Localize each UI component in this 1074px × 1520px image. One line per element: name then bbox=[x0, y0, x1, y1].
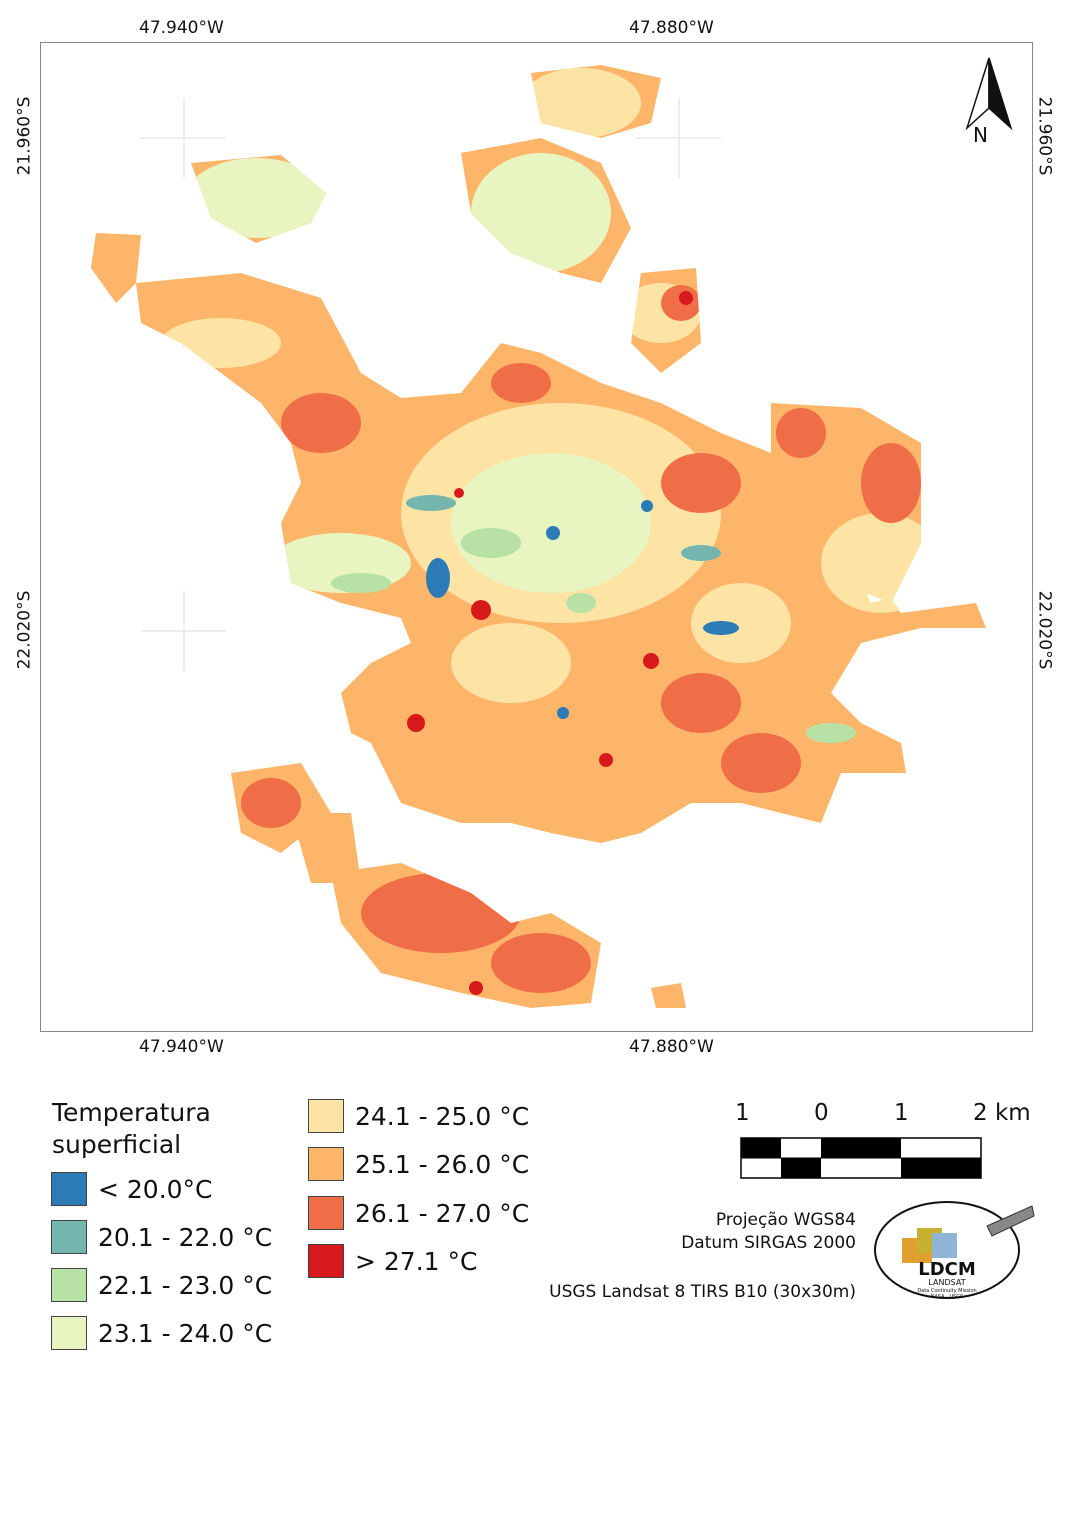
coord-top-right: 47.880°W bbox=[629, 18, 714, 38]
legend-label: > 27.1 °C bbox=[355, 1246, 478, 1276]
legend-item: 20.1 - 22.0 °C bbox=[51, 1218, 272, 1256]
legend-label: < 20.0°C bbox=[98, 1174, 213, 1204]
source-text: USGS Landsat 8 TIRS B10 (30x30m) bbox=[549, 1282, 856, 1302]
legend-swatch bbox=[308, 1196, 344, 1230]
ldcm-landsat-logo: LDCM LANDSAT Data Continuity Mission NAS… bbox=[874, 1201, 1035, 1300]
legend-swatch bbox=[51, 1172, 87, 1206]
legend-item: 22.1 - 23.0 °C bbox=[51, 1266, 272, 1304]
legend-title: Temperatura superficial bbox=[52, 1098, 211, 1159]
map-frame[interactable] bbox=[40, 42, 1033, 1032]
legend-swatch bbox=[308, 1244, 344, 1278]
scale-label-1: 1 bbox=[735, 1100, 750, 1126]
legend-label: 23.1 - 24.0 °C bbox=[98, 1318, 273, 1348]
north-arrow-icon bbox=[965, 57, 1013, 131]
logo-agencies-text: NASA · USGS bbox=[931, 1294, 964, 1300]
coord-left-bottom: 22.020°S bbox=[14, 590, 35, 670]
graticule bbox=[141, 98, 721, 671]
temperature-map[interactable] bbox=[41, 43, 1033, 1032]
legend-item: 26.1 - 27.0 °C bbox=[308, 1194, 529, 1232]
temperature-raster bbox=[91, 65, 986, 1008]
logo-ldcm-text: LDCM bbox=[918, 1259, 976, 1280]
legend-label: 25.1 - 26.0 °C bbox=[355, 1149, 530, 1179]
legend-swatch bbox=[51, 1316, 87, 1350]
legend-label: 26.1 - 27.0 °C bbox=[355, 1198, 530, 1228]
coord-bottom-right: 47.880°W bbox=[629, 1037, 714, 1057]
coord-right-top: 21.960°S bbox=[1034, 96, 1055, 176]
legend-item: 25.1 - 26.0 °C bbox=[308, 1145, 529, 1183]
logo-mission-text: Data Continuity Mission bbox=[917, 1288, 976, 1294]
coord-top-left: 47.940°W bbox=[139, 18, 224, 38]
scale-label-1b: 1 bbox=[894, 1100, 909, 1126]
legend-item: > 27.1 °C bbox=[308, 1242, 477, 1280]
legend-item: 23.1 - 24.0 °C bbox=[51, 1314, 272, 1352]
legend-label: 24.1 - 25.0 °C bbox=[355, 1101, 530, 1131]
scale-label-0: 0 bbox=[814, 1100, 829, 1126]
coord-right-bottom: 22.020°S bbox=[1034, 590, 1055, 670]
legend-label: 22.1 - 23.0 °C bbox=[98, 1270, 273, 1300]
legend-label: 20.1 - 22.0 °C bbox=[98, 1222, 273, 1252]
projection-text: Projeção WGS84 bbox=[715, 1210, 856, 1230]
legend-swatch bbox=[51, 1268, 87, 1302]
legend-item: < 20.0°C bbox=[51, 1170, 213, 1208]
scale-bar bbox=[740, 1137, 982, 1179]
coord-left-top: 21.960°S bbox=[14, 96, 35, 176]
scale-label-2km: 2 km bbox=[973, 1100, 1031, 1126]
legend-swatch bbox=[308, 1147, 344, 1181]
north-label: N bbox=[973, 123, 988, 147]
coord-bottom-left: 47.940°W bbox=[139, 1037, 224, 1057]
datum-text: Datum SIRGAS 2000 bbox=[681, 1233, 856, 1253]
legend-swatch bbox=[308, 1099, 344, 1133]
legend-item: 24.1 - 25.0 °C bbox=[308, 1097, 529, 1135]
legend-swatch bbox=[51, 1220, 87, 1254]
logo-landsat-text: LANDSAT bbox=[928, 1278, 965, 1287]
